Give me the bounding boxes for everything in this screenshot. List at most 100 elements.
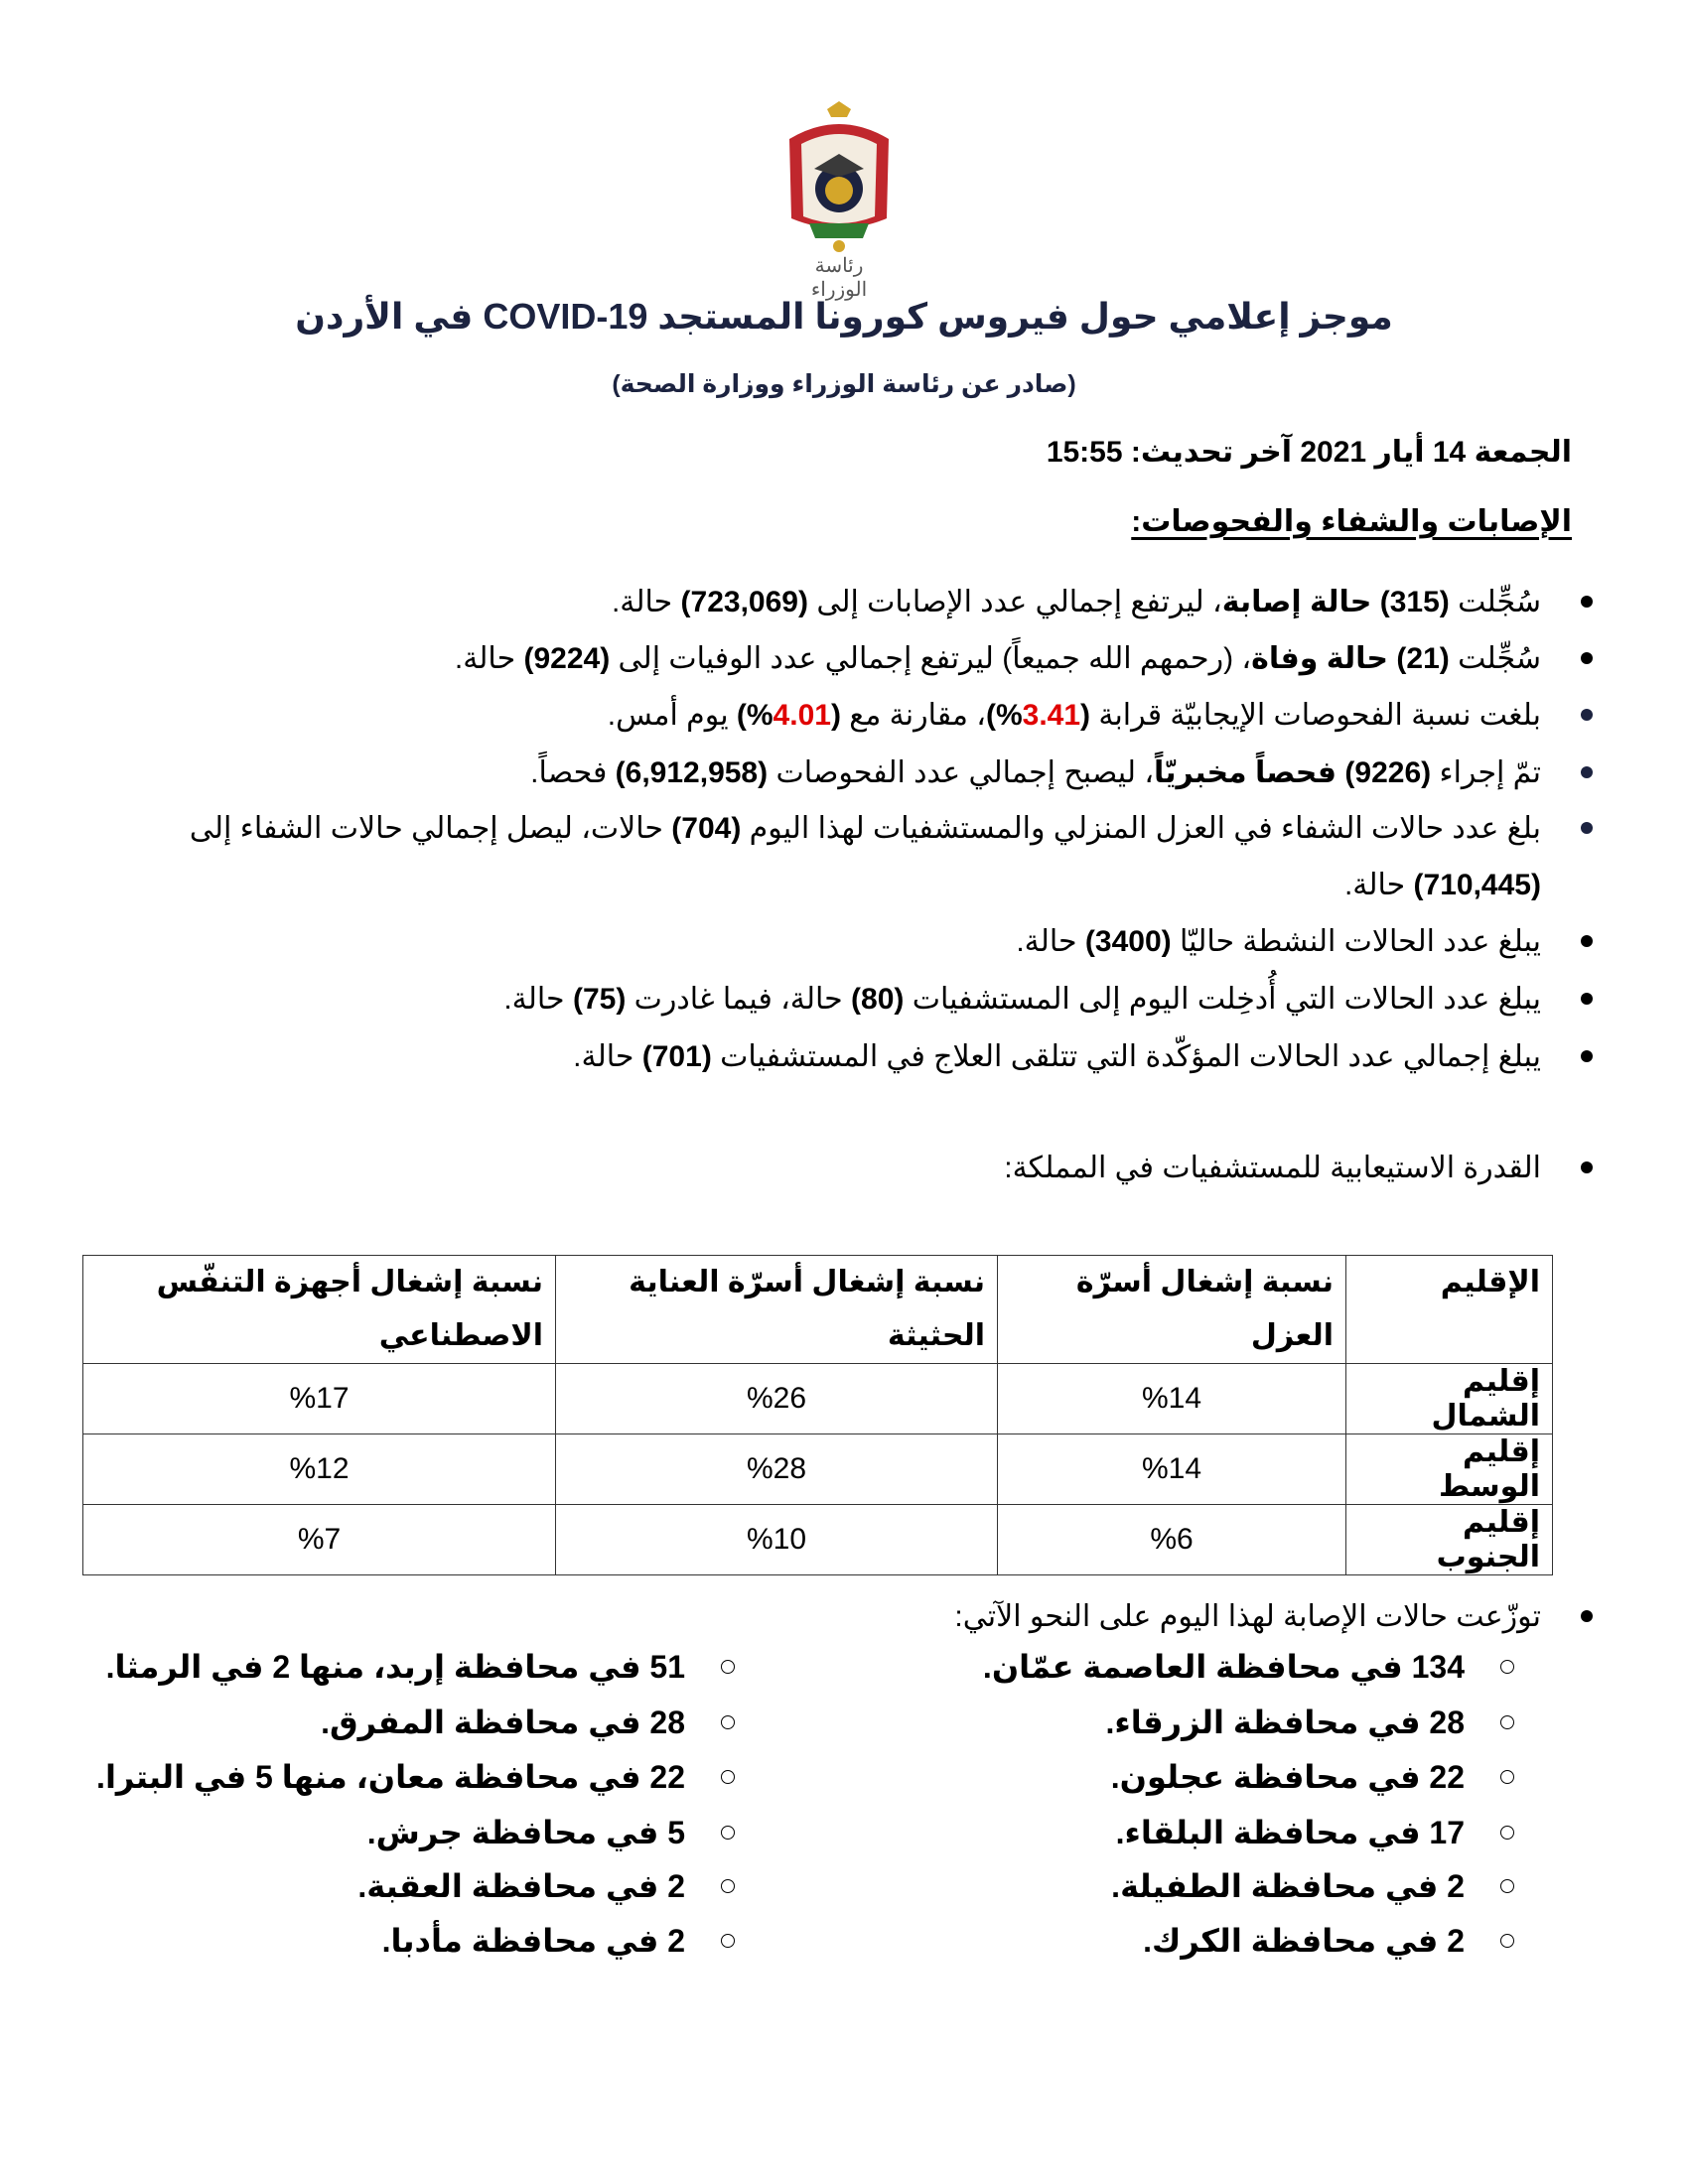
stat-bullet: بلغت نسبة الفحوصات الإيجابيّة قرابة (3.4… <box>607 687 1593 744</box>
hollow-bullet-icon <box>1500 1715 1514 1729</box>
governorate-item: 2 في محافظة الطفيلة. <box>1111 1867 1514 1905</box>
stat-value: ( <box>1080 699 1091 732</box>
section-heading: الإصابات والشفاء والفحوصات: <box>1131 505 1572 538</box>
stat-bullet: تمّ إجراء (9226) فحصاً مخبريّاً، ليصبح إ… <box>530 745 1593 801</box>
capacity-label: القدرة الاستيعابية للمستشفيات في المملكة… <box>1004 1152 1541 1184</box>
stat-value: (315) حالة إصابة <box>1221 586 1450 618</box>
hollow-bullet-icon <box>721 1770 735 1784</box>
table-row: إقليم الشمال %14 %26 %17 <box>82 1363 1553 1434</box>
governorate-item: 51 في محافظة إربد، منها 2 في الرمثا. <box>106 1648 735 1686</box>
governorate-item: 2 في محافظة العقبة. <box>357 1867 735 1905</box>
jordan-coat-of-arms-logo <box>789 101 889 252</box>
percentage-cell: %14 <box>997 1363 1346 1434</box>
capacity-bullet: القدرة الاستيعابية للمستشفيات في المملكة… <box>1004 1140 1593 1196</box>
governorate-item: 28 في محافظة المفرق. <box>321 1704 735 1741</box>
distribution-label: توزّعت حالات الإصابة لهذا اليوم على النح… <box>954 1600 1541 1633</box>
governorate-text: 2 في محافظة العقبة. <box>357 1868 685 1904</box>
distribution-bullet: توزّعت حالات الإصابة لهذا اليوم على النح… <box>954 1588 1593 1645</box>
hollow-bullet-icon <box>1500 1770 1514 1784</box>
bullet-icon <box>1581 1161 1593 1173</box>
governorate-text: 2 في محافظة الطفيلة. <box>1111 1868 1465 1904</box>
hollow-bullet-icon <box>1500 1660 1514 1674</box>
stat-value: (21) حالة وفاة <box>1251 642 1450 675</box>
governorate-text: 2 في محافظة الكرك. <box>1143 1923 1465 1959</box>
hollow-bullet-icon <box>721 1715 735 1729</box>
percentage-cell: %17 <box>82 1363 556 1434</box>
stat-bullet: بلغ عدد حالات الشفاء في العزل المنزلي وا… <box>131 800 1593 913</box>
stat-value: (701) <box>641 1040 712 1073</box>
bullet-icon <box>1581 709 1593 721</box>
stat-text: بلغ عدد حالات الشفاء في العزل المنزلي وا… <box>741 812 1541 845</box>
stat-text: فحصاً. <box>530 756 616 789</box>
percentage-cell: %26 <box>555 1363 998 1434</box>
governorate-text: 28 في محافظة الزرقاء. <box>1105 1705 1465 1740</box>
hollow-bullet-icon <box>1500 1934 1514 1948</box>
stat-value: (9226) فحصاً مخبريّاً <box>1154 756 1432 789</box>
governorate-item: 2 في محافظة مأدبا. <box>381 1922 735 1960</box>
governorate-text: 22 في محافظة معان، منها 5 في البترا. <box>96 1759 685 1795</box>
governorate-item: 22 في محافظة عجلون. <box>1110 1758 1514 1796</box>
update-dateline: الجمعة 14 أيار 2021 آخر تحديث: 15:55 <box>1046 436 1572 469</box>
hospital-capacity-table: الإقليم نسبة إشغال أسرّة العزل نسبة إشغا… <box>82 1255 1553 1575</box>
stat-text: يبلغ إجمالي عدد الحالات المؤكّدة التي تت… <box>711 1040 1541 1073</box>
positivity-rate-value: 4.01 <box>773 699 831 732</box>
governorate-item: 5 في محافظة جرش. <box>366 1814 735 1851</box>
stat-value: (9224) <box>523 642 611 675</box>
bullet-icon <box>1581 993 1593 1005</box>
stat-text: ، (رحمهم الله جميعاً) ليرتفع إجمالي عدد … <box>610 642 1252 675</box>
header-icu-beds: نسبة إشغال أسرّة العناية الحثيثة <box>555 1255 998 1364</box>
governorate-item: 134 في محافظة العاصمة عمّان. <box>983 1648 1514 1686</box>
stat-value: (75) <box>572 983 627 1016</box>
stat-text: يبلغ عدد الحالات التي أُدخِلت اليوم إلى … <box>904 983 1541 1016</box>
header-region: الإقليم <box>1345 1255 1553 1364</box>
stat-value: (6,912,958) <box>615 756 769 789</box>
stat-bullet: سُجِّلت (315) حالة إصابة، ليرتفع إجمالي … <box>612 574 1593 630</box>
table-header-row: الإقليم نسبة إشغال أسرّة العزل نسبة إشغا… <box>82 1255 1553 1364</box>
stat-text: يبلغ عدد الحالات النشطة حاليّا <box>1171 925 1541 958</box>
governorate-item: 28 في محافظة الزرقاء. <box>1105 1704 1514 1741</box>
bullet-icon <box>1581 766 1593 778</box>
header-ventilators: نسبة إشغال أجهزة التنفّس الاصطناعي <box>82 1255 556 1364</box>
table-row: إقليم الوسط %14 %28 %12 <box>82 1433 1553 1505</box>
hollow-bullet-icon <box>1500 1879 1514 1893</box>
bullet-icon <box>1581 822 1593 834</box>
governorate-text: 17 في محافظة البلقاء. <box>1115 1815 1465 1850</box>
header-isolation-beds: نسبة إشغال أسرّة العزل <box>997 1255 1346 1364</box>
stat-text: سُجِّلت <box>1449 586 1541 618</box>
governorate-item: 17 في محافظة البلقاء. <box>1115 1814 1514 1851</box>
governorate-item: 22 في محافظة معان، منها 5 في البترا. <box>96 1758 735 1796</box>
hollow-bullet-icon <box>721 1879 735 1893</box>
percentage-cell: %6 <box>997 1504 1346 1575</box>
stat-text: ، مقارنة مع <box>840 699 986 732</box>
stat-text: يوم أمس. <box>607 699 737 732</box>
percentage-cell: %14 <box>997 1433 1346 1505</box>
governorate-item: 2 في محافظة الكرك. <box>1143 1922 1514 1960</box>
bullet-icon <box>1581 596 1593 608</box>
stat-text: حالات، ليصل إجمالي حالات الشفاء إلى <box>189 812 672 845</box>
table-row: إقليم الجنوب %6 %10 %7 <box>82 1504 1553 1575</box>
bullet-icon <box>1581 1050 1593 1062</box>
bullet-icon <box>1581 1610 1593 1622</box>
stat-value: (80) <box>851 983 905 1016</box>
governorate-text: 5 في محافظة جرش. <box>366 1815 685 1850</box>
positivity-rate-value: 3.41 <box>1022 699 1081 732</box>
stat-text: حالة. <box>573 1040 642 1073</box>
stat-value: (723,069) <box>680 586 808 618</box>
stat-bullet: يبلغ إجمالي عدد الحالات المؤكّدة التي تت… <box>573 1028 1593 1085</box>
stat-text: حالة. <box>1343 869 1414 901</box>
governorate-text: 22 في محافظة عجلون. <box>1110 1759 1465 1795</box>
stat-text: حالة. <box>503 983 573 1016</box>
stat-text: حالة، فيما غادرت <box>626 983 852 1016</box>
percentage-cell: %7 <box>82 1504 556 1575</box>
stat-value: (704) <box>671 812 742 845</box>
page-subtitle: (صادر عن رئاسة الوزراء ووزارة الصحة) <box>612 370 1076 398</box>
hollow-bullet-icon <box>721 1660 735 1674</box>
stat-bullet: يبلغ عدد الحالات التي أُدخِلت اليوم إلى … <box>503 971 1593 1027</box>
percentage-cell: %28 <box>555 1433 998 1505</box>
hollow-bullet-icon <box>1500 1826 1514 1840</box>
stat-bullet: سُجِّلت (21) حالة وفاة، (رحمهم الله جميع… <box>455 630 1593 687</box>
percentage-cell: %12 <box>82 1433 556 1505</box>
governorate-text: 28 في محافظة المفرق. <box>321 1705 685 1740</box>
region-cell: إقليم الشمال <box>1345 1363 1553 1434</box>
governorate-text: 2 في محافظة مأدبا. <box>381 1923 685 1959</box>
